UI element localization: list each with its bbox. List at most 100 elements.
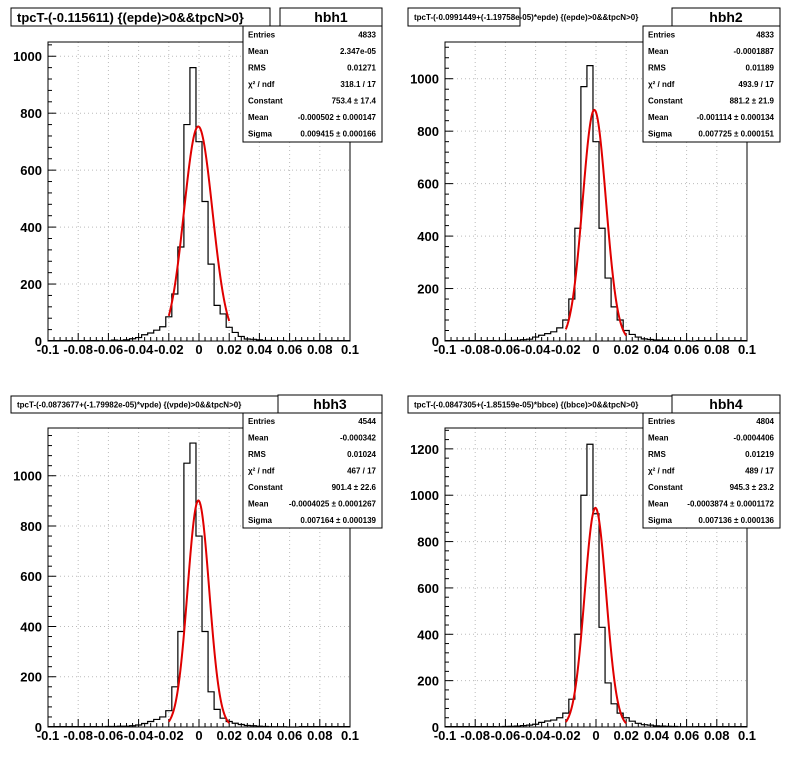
histogram-bin: [605, 278, 611, 341]
x-tick-label: -0.08: [63, 728, 93, 743]
x-tick-label: -0.08: [460, 728, 490, 743]
stat-label: RMS: [648, 63, 666, 72]
stat-label: Sigma: [248, 516, 273, 525]
x-tick-label: -0.1: [37, 342, 59, 357]
x-tick-label: -0.1: [434, 342, 456, 357]
x-tick-label: 0.08: [307, 728, 332, 743]
stat-label: Constant: [648, 483, 683, 492]
y-tick-label: 0: [35, 720, 42, 735]
y-tick-label: 400: [20, 619, 42, 634]
histogram-title: tpcT-(-0.0847305+(-1.85159e-05)*bbce) {(…: [414, 401, 638, 410]
stat-label: Mean: [648, 434, 669, 443]
histogram-pad-3: -0.1 -0.08 -0.06 -0.04 -0.02 0 0.02 0.04 0.06 0.0…: [10, 394, 383, 743]
stat-value: 0.01024: [347, 450, 376, 459]
x-tick-label: 0.1: [738, 342, 756, 357]
stat-value: 901.4 ± 22.6: [332, 483, 377, 492]
stat-label: Sigma: [648, 130, 673, 139]
stat-label: Mean: [248, 113, 269, 122]
stat-value: -0.0004025 ± 0.0001267: [289, 499, 377, 508]
gaussian-fit-curve: [564, 108, 628, 337]
histogram-bin: [611, 307, 617, 341]
x-tick-label: -0.04: [521, 342, 551, 357]
stat-value: 945.3 ± 23.2: [730, 483, 775, 492]
y-tick-label: 0: [35, 334, 42, 349]
histogram-bin: [208, 264, 214, 341]
y-tick-label: 200: [20, 277, 42, 292]
x-tick-label: 0.04: [644, 342, 670, 357]
histogram-bin: [593, 142, 599, 341]
y-tick-label: 400: [417, 229, 439, 244]
stat-value: 318.1 / 17: [340, 80, 376, 89]
histogram-bin: [208, 692, 214, 727]
histogram-pad-1: -0.1 -0.08 -0.06 -0.04 -0.02 0 0.02 0.04 0.06 0.0…: [10, 7, 383, 357]
x-tick-label: 0: [195, 342, 202, 357]
histogram-bin: [190, 443, 196, 727]
histogram-outline: [98, 442, 299, 728]
stat-label: Constant: [248, 97, 283, 106]
stat-label: χ² / ndf: [248, 467, 275, 476]
stat-label: RMS: [248, 450, 266, 459]
stat-value: -0.0001887: [734, 47, 775, 56]
stat-value: 4804: [756, 417, 774, 426]
stat-value: 881.2 ± 21.9: [730, 97, 775, 106]
histogram-bin: [599, 627, 605, 727]
x-tick-label: 0: [592, 342, 599, 357]
stat-label: χ² / ndf: [648, 467, 675, 476]
x-tick-label: -0.04: [521, 728, 551, 743]
x-tick-label: 0.1: [341, 342, 359, 357]
stat-value: 0.01271: [347, 63, 376, 72]
histogram-outline: [495, 443, 697, 728]
y-tick-label: 800: [417, 535, 439, 550]
histogram-name: hbh1: [314, 9, 348, 25]
stat-value: 4544: [358, 417, 376, 426]
stat-label: Constant: [648, 97, 683, 106]
x-tick-label: -0.06: [94, 728, 124, 743]
x-tick-label: 0.02: [217, 728, 242, 743]
stats-box: [242, 25, 383, 143]
stat-value: 0.009415 ± 0.000166: [300, 130, 376, 139]
stat-label: Constant: [248, 483, 283, 492]
y-tick-label: 200: [417, 282, 439, 297]
y-tick-label: 600: [20, 163, 42, 178]
x-tick-label: 0: [592, 728, 599, 743]
x-tick-label: 0.02: [614, 342, 639, 357]
x-tick-label: 0.1: [738, 728, 756, 743]
y-tick-label: 1000: [410, 72, 439, 87]
x-tick-label: 0.08: [704, 728, 729, 743]
y-tick-label: 800: [417, 124, 439, 139]
y-tick-label: 600: [20, 569, 42, 584]
x-tick-label: -0.06: [491, 728, 521, 743]
x-tick-label: -0.02: [154, 342, 184, 357]
histogram-bin: [587, 66, 593, 341]
y-tick-label: 800: [20, 106, 42, 121]
y-tick-label: 1000: [410, 488, 439, 503]
x-tick-label: 0.06: [277, 342, 302, 357]
x-tick-label: 0: [195, 728, 202, 743]
x-tick-label: 0.1: [341, 728, 359, 743]
stat-value: -0.001114 ± 0.000134: [697, 113, 775, 122]
x-tick-label: 0.08: [307, 342, 332, 357]
stat-label: χ² / ndf: [248, 80, 275, 89]
histogram-outline: [495, 65, 696, 342]
stat-value: 0.007725 ± 0.000151: [698, 130, 774, 139]
histogram-name: hbh4: [709, 396, 743, 412]
histogram-pad-2: -0.1 -0.08 -0.06 -0.04 -0.02 0 0.02 0.04 0.06 0.0…: [407, 7, 781, 357]
stat-value: 753.4 ± 17.4: [332, 97, 377, 106]
histogram-bin: [202, 201, 208, 341]
x-tick-label: 0.06: [277, 728, 302, 743]
x-tick-label: -0.02: [551, 342, 581, 357]
title-box: [10, 7, 271, 27]
x-tick-label: -0.06: [94, 342, 124, 357]
x-tick-label: 0.06: [674, 728, 699, 743]
stats-box: [642, 25, 781, 143]
y-tick-label: 0: [432, 334, 439, 349]
y-tick-label: 400: [417, 627, 439, 642]
stat-label: Sigma: [248, 130, 273, 139]
x-tick-label: 0.08: [704, 342, 729, 357]
stat-value: 0.01189: [746, 63, 775, 72]
histogram-bin: [190, 68, 196, 341]
gaussian-fit-curve: [167, 499, 230, 724]
gaussian-fit-curve: [167, 125, 231, 322]
x-tick-label: -0.04: [124, 728, 154, 743]
